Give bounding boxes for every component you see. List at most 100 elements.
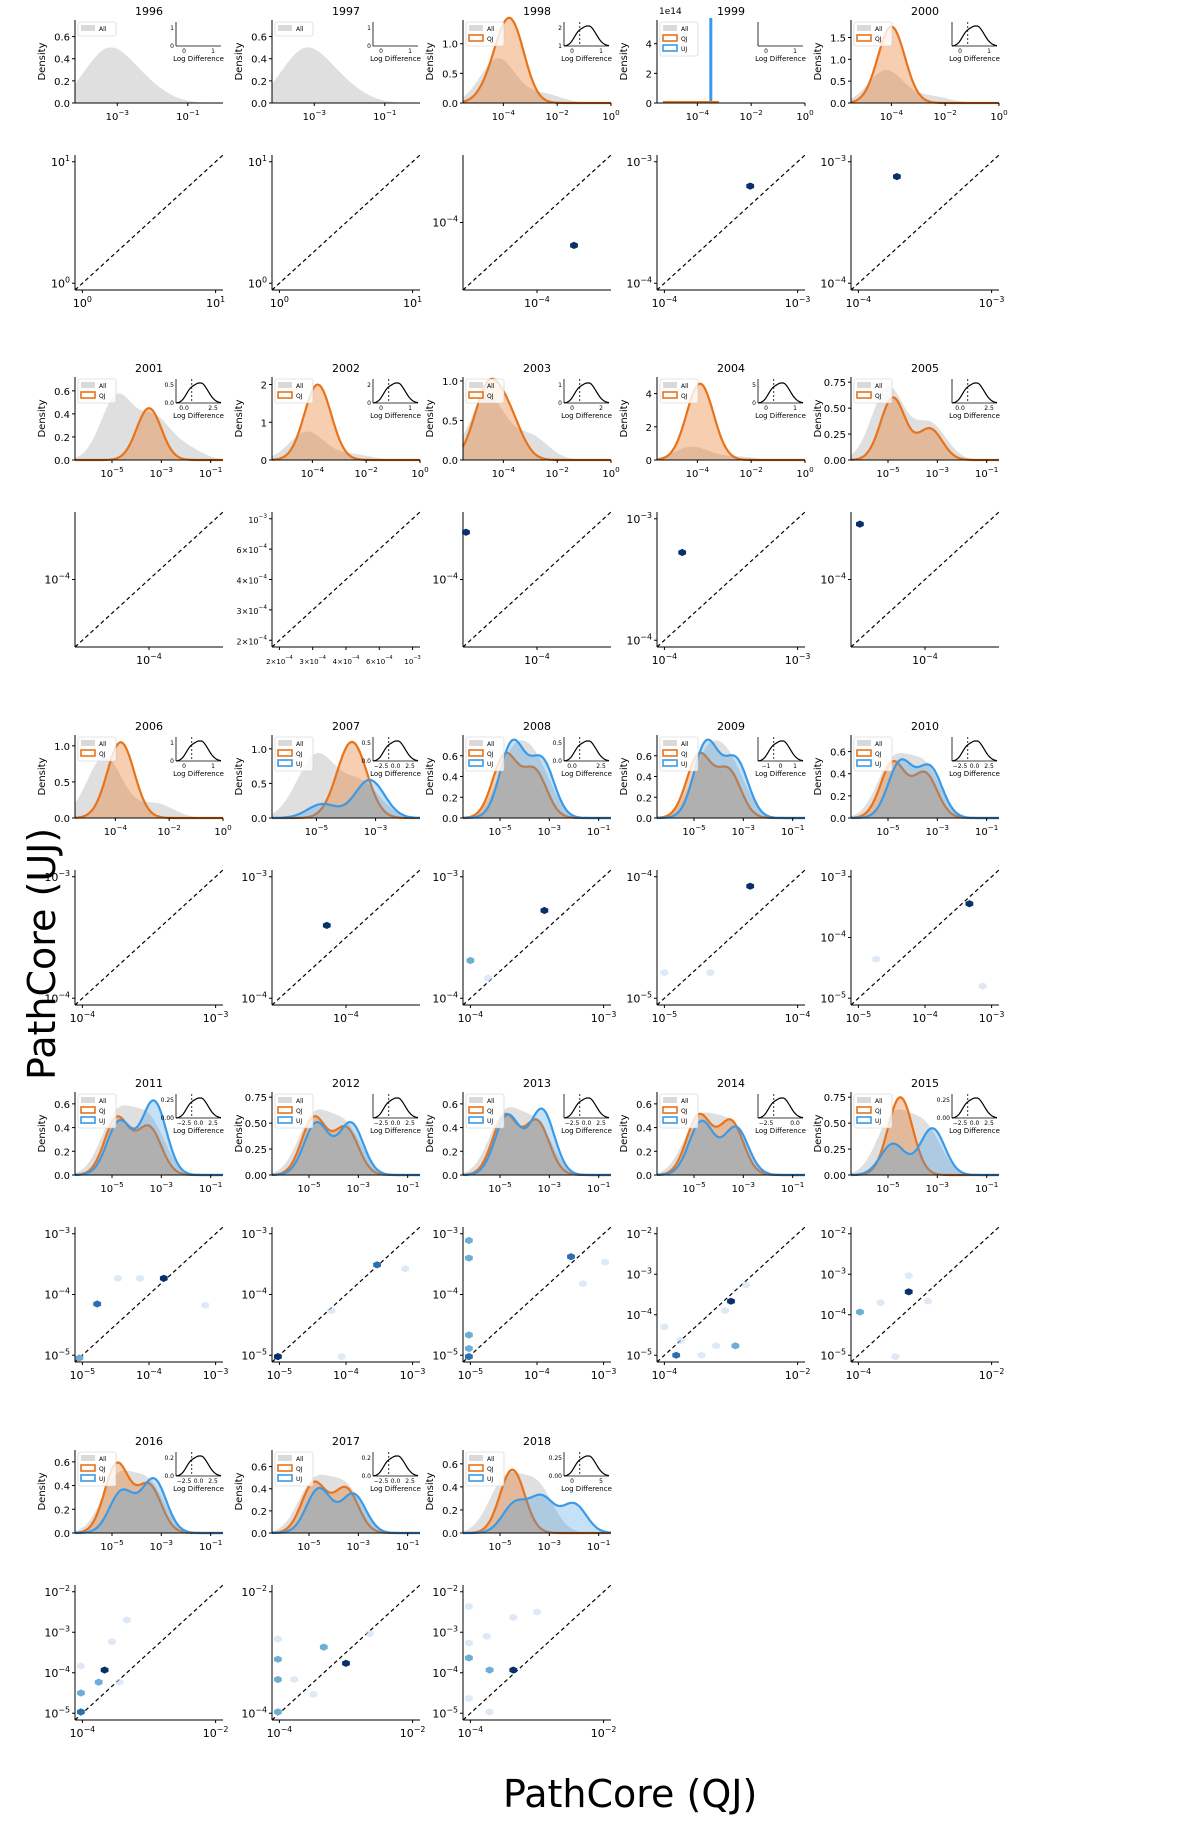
panel-1997-dxtick-label-1-base: 10	[373, 112, 386, 123]
panel-2010-dxtick-label-1-exp: −3	[938, 823, 949, 832]
panel-2000-sytick-label-1: 10−3	[820, 154, 846, 169]
panel-1997-sytick-label-1-base: 10	[248, 156, 262, 169]
panel-2006-sxtick-label-0-exp: −4	[84, 1010, 96, 1019]
panel-2007-inset: −2.5 0.0 2.5 0.0 0.5 Log Difference	[361, 737, 421, 778]
panel-2010-dxtick-label-0: 10−5	[876, 823, 899, 838]
panel-2015-sxtick-label-0-exp: −4	[860, 1367, 872, 1376]
panel-2007-dxtick-label-1: 10−3	[364, 823, 387, 838]
panel-2005-dxtick-label-1-exp: −3	[938, 465, 949, 474]
panel-2007-dytick-label-2: 1.0	[251, 745, 267, 756]
panel-2007-uj-line	[271, 778, 421, 820]
panel-2001-legend-swatch-0	[81, 382, 95, 388]
panel-2007-sytick-label-1-base: 10	[241, 871, 255, 884]
panel-2018-sytick-label-2-base: 10	[432, 1626, 446, 1639]
panel-2016-sxtick-label-1: 10−2	[203, 1725, 229, 1740]
panel-2010-legend-swatch-2	[856, 759, 872, 767]
panel-2018-sytick-label-3: 10−2	[432, 1584, 458, 1599]
panel-2011-inset-curve	[175, 1097, 222, 1119]
panel-2003-sytick-label-0: 10−4	[432, 572, 458, 587]
panel-2011-inset-xtick-2: 2.5	[208, 1120, 218, 1127]
panel-2016-hexbin-5	[115, 1678, 124, 1686]
panel-2007-qj-area	[272, 742, 420, 818]
panel-2009-legend-swatch-0	[663, 740, 677, 746]
panel-2018-hexbin-7	[485, 1708, 494, 1716]
panel-1998-sxtick-label-0-exp: −4	[538, 295, 550, 304]
panel-1999-sxtick-label-1: 10−3	[785, 295, 811, 310]
panel-2004-dxtick-label-2-exp: 0	[809, 465, 814, 474]
panel-1996-sytick-label-0-exp: 0	[65, 275, 70, 284]
panel-2014-legend-swatch-0	[663, 1097, 677, 1103]
panel-2012-inset-xlabel: Log Difference	[370, 1127, 421, 1135]
panel-2010-sxtick-label-2: 10−3	[979, 1010, 1005, 1025]
panel-2017-hexbin-1	[274, 1655, 282, 1663]
panel-2009-dytick-label-1: 0.2	[636, 793, 652, 804]
panel-1997-dxtick-label-0-base: 10	[303, 112, 316, 123]
panel-2015-sxtick-label-1-exp: −2	[993, 1367, 1005, 1376]
panel-1998-dxtick-label-0: 10−4	[492, 108, 516, 123]
panel-2015-sxtick-label-0: 10−4	[846, 1367, 872, 1382]
panel-2004-density-ylabel: Density	[619, 399, 630, 437]
panel-2003-sytick-label-0-exp: −4	[446, 572, 458, 581]
panel-2004-dytick-label-1: 2	[646, 423, 652, 434]
panel-1996-inset-ytick-1: 1	[170, 25, 174, 32]
panel-1996-sxtick-label-1-base: 10	[206, 297, 220, 310]
panel-2011-hexbin-1	[93, 1300, 102, 1308]
panel-1996-inset-xtick-0: 0	[182, 48, 186, 55]
panel-2018-sytick-label-2-exp: −3	[446, 1624, 458, 1633]
panel-2016-dxtick-label-1-base: 10	[150, 1542, 163, 1553]
panel-1996-title: 1996	[135, 5, 163, 18]
panel-2004-sytick-label-0: 10−4	[626, 632, 652, 647]
panel-2005-legend-label-0: All	[875, 383, 883, 390]
panel-2002-sxtick-label-1-base: 3×10	[299, 658, 318, 666]
panel-2002-sytick-label-2-exp: −4	[259, 575, 268, 581]
panel-2003-dxtick-label-2: 100	[602, 465, 620, 480]
panel-2013-dxtick-label-0-exp: −5	[501, 1180, 512, 1189]
panel-2006-sxtick-label-0-base: 10	[70, 1012, 84, 1025]
panel-2013-inset-xtick-1: 0.0	[582, 1120, 592, 1127]
panel-2008-sytick-label-1-exp: −3	[446, 869, 458, 878]
panel-2016-sytick-label-3: 10−2	[44, 1584, 70, 1599]
panel-1998-inset-curve	[563, 25, 610, 47]
panel-2009-sytick-label-0-exp: −5	[640, 990, 652, 999]
panel-2010-legend-label-2: UJ	[875, 761, 881, 768]
panel-2002-legend-swatch-1	[277, 391, 293, 399]
panel-2013-inset-curve	[563, 1097, 610, 1119]
panel-2017-dxtick-label-0: 10−5	[297, 1538, 320, 1553]
panel-2000-diagonal	[850, 154, 1000, 291]
panel-2007-sxtick-label-0-base: 10	[333, 1012, 347, 1025]
panel-2007-inset-xlabel: Log Difference	[370, 770, 421, 778]
panel-2010-dxtick-label-2-exp: −1	[988, 823, 999, 832]
panel-2010-inset-xtick-1: 0.0	[970, 763, 980, 770]
panel-2012-inset-xtick-2: 2.5	[405, 1120, 415, 1127]
panel-2009-inset-xtick-2: 1	[793, 763, 797, 770]
panel-2006-dxtick-label-2: 100	[214, 823, 232, 838]
panel-2000-dytick-label-0: 0.0	[830, 99, 846, 110]
panel-2017-legend-label-0: All	[296, 1456, 304, 1463]
panel-1998-inset-xlabel: Log Difference	[561, 55, 612, 63]
panel-2007-dxtick-label-0-exp: −5	[317, 823, 328, 832]
panel-2016-sytick-label-0-base: 10	[44, 1707, 58, 1720]
panel-2010-legend: All QJ UJ	[853, 736, 893, 772]
panel-1996-dytick-label-1: 0.2	[54, 77, 70, 88]
panel-2013-hexbin-4	[465, 1254, 473, 1262]
panel-2017-dxtick-label-2-base: 10	[396, 1542, 409, 1553]
panel-2013-dxtick-label-2-exp: −1	[600, 1180, 611, 1189]
panel-2001-sytick-label-0-exp: −4	[58, 572, 70, 581]
panel-1996-dxtick-label-0: 10−3	[106, 108, 129, 123]
panel-2012-dxtick-label-0: 10−5	[297, 1180, 320, 1195]
panel-2017-sytick-label-1-base: 10	[241, 1586, 255, 1599]
panel-2018-dytick-label-2: 0.4	[442, 1483, 458, 1494]
panel-2018-hexbin-6	[509, 1613, 518, 1621]
panel-2014-hexbin-6	[741, 1281, 750, 1289]
panel-2014-sxtick-label-1: 10−2	[785, 1367, 811, 1382]
panel-2009-hexbin-0	[746, 882, 755, 890]
panel-2000-inset-xtick-0: 0	[958, 48, 962, 55]
panel-1998-sxtick-label-0: 10−4	[524, 295, 550, 310]
panel-2003-inset-xtick-1: 2	[599, 405, 603, 412]
